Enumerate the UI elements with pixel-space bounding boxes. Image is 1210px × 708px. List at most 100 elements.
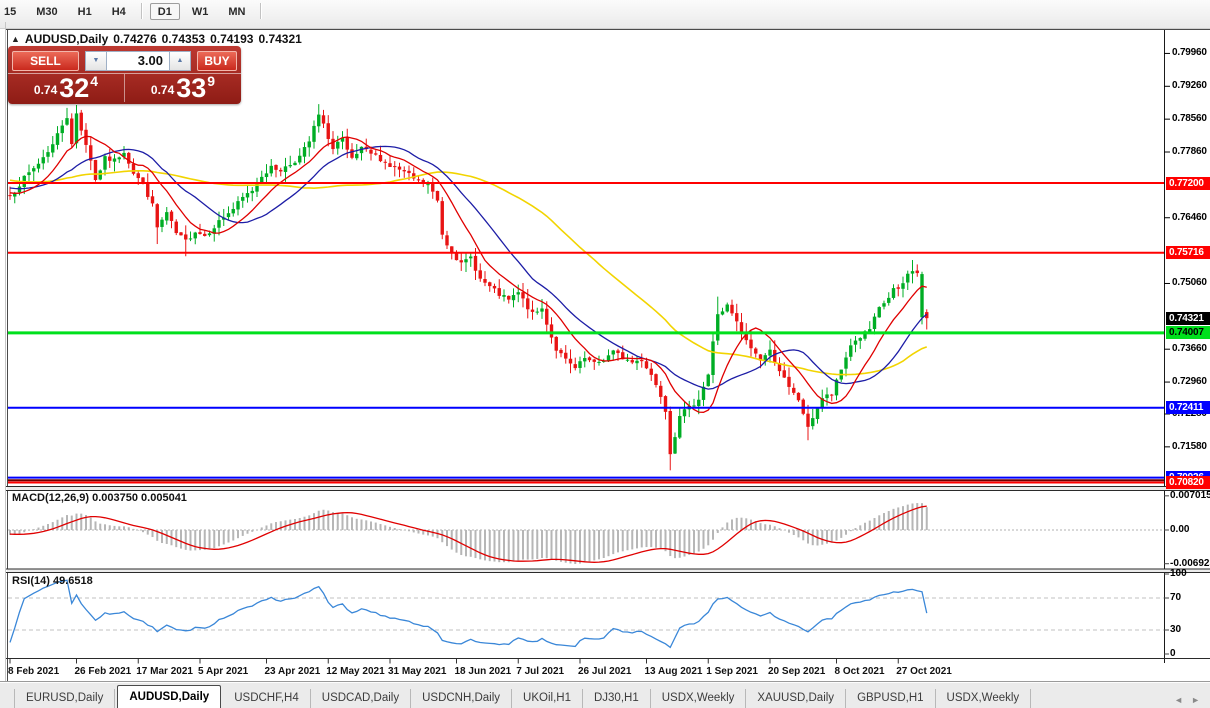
sell-price-superscript: 4 <box>90 73 99 89</box>
macd-axis-label: -0.006923 <box>1170 557 1210 569</box>
buy-price-superscript: 9 <box>207 73 216 89</box>
time-axis-label: 18 Jun 2021 <box>454 666 512 677</box>
tab-eurusd-daily[interactable]: EURUSD,Daily <box>15 689 116 708</box>
price-axis-tick-label: 0.72960 <box>1172 376 1207 388</box>
macd-signal-line <box>9 505 927 563</box>
timeframe-button-d1[interactable]: D1 <box>149 3 180 20</box>
sell-button[interactable]: SELL <box>12 50 79 71</box>
horizontal-level-lines <box>8 182 1164 484</box>
time-axis-label: 27 Oct 2021 <box>896 666 952 677</box>
ohlc-close-value: 0.74321 <box>258 32 302 46</box>
volume-increase-button[interactable]: ▲ <box>169 50 191 71</box>
buy-price-big: 33 <box>176 73 207 103</box>
tab-usdcnh-daily[interactable]: USDCNH,Daily <box>411 689 513 708</box>
time-axis-label: 26 Jul 2021 <box>578 666 632 677</box>
price-axis-badge: 0.77200 <box>1166 176 1210 190</box>
one-click-trading-panel: SELL ▼ ▲ BUY 0.74 32 4 0.74 33 9 <box>8 46 241 104</box>
price-axis-tick-label: 0.79260 <box>1172 80 1207 92</box>
chart-tab-bar: EURUSD,Daily AUDUSD,Daily USDCHF,H4 USDC… <box>0 682 1210 708</box>
rsi-name: RSI(14) <box>12 575 50 587</box>
rsi-axis-label: 0 <box>1170 648 1176 659</box>
chart-ohlc-header: ▲ AUDUSD,Daily 0.74276 0.74353 0.74193 0… <box>11 32 302 46</box>
timeframe-button-mn[interactable]: MN <box>220 3 253 20</box>
timeframe-button-m30[interactable]: M30 <box>28 3 65 20</box>
tab-dj30-h1[interactable]: DJ30,H1 <box>583 689 651 708</box>
time-axis-label: 26 Feb 2021 <box>74 666 132 677</box>
tabs-scroll-left-icon[interactable]: ◄ <box>1174 695 1184 705</box>
macd-name: MACD(12,26,9) <box>12 492 90 504</box>
price-axis-tick-label: 0.71580 <box>1172 440 1207 452</box>
tab-usdx-weekly[interactable]: USDX,Weekly <box>651 689 747 708</box>
rsi-indicator-label: RSI(14) 49.6518 <box>12 575 93 587</box>
rsi-axis-label: 30 <box>1170 624 1182 635</box>
timeframe-toolbar: 15 M30 H1 H4 D1 W1 MN <box>0 0 1210 29</box>
price-axis-tick-label: 0.75060 <box>1172 277 1207 289</box>
tab-scroll-controls: ◄ ► <box>1174 695 1210 708</box>
time-axis-label: 23 Apr 2021 <box>264 666 321 677</box>
price-axis-badge: 0.75716 <box>1166 246 1210 260</box>
price-axis-badge: 0.72411 <box>1166 401 1210 415</box>
time-axis-label: 31 May 2021 <box>388 666 447 677</box>
rsi-line <box>9 579 928 649</box>
rsi-value: 49.6518 <box>52 575 93 587</box>
tabs-scroll-right-icon[interactable]: ► <box>1191 695 1200 705</box>
tab-audusd-daily[interactable]: AUDUSD,Daily <box>117 685 222 708</box>
buy-quote-tile[interactable]: 0.74 33 9 <box>125 73 241 103</box>
tab-usdcad-daily[interactable]: USDCAD,Daily <box>311 689 412 708</box>
price-axis-badge: 0.74321 <box>1166 311 1210 325</box>
time-axis-label: 8 Feb 2021 <box>8 666 60 677</box>
chart-symbol-label: AUDUSD,Daily <box>24 32 109 46</box>
macd-indicator-label: MACD(12,26,9) 0.003750 0.005041 <box>12 492 187 504</box>
macd-histogram <box>9 503 928 564</box>
time-axis-label: 20 Sep 2021 <box>768 666 826 677</box>
volume-input[interactable] <box>107 50 169 71</box>
time-axis-label: 17 Mar 2021 <box>136 666 193 677</box>
price-axis-badge: 0.74007 <box>1166 326 1210 340</box>
price-axis-tick-label: 0.78560 <box>1172 113 1207 125</box>
time-axis-label: 8 Oct 2021 <box>834 666 885 677</box>
time-axis-label: 12 May 2021 <box>326 666 385 677</box>
tab-usdx-weekly-2[interactable]: USDX,Weekly <box>936 689 1032 708</box>
sell-price-prefix: 0.74 <box>33 83 58 97</box>
timeframe-button-h4[interactable]: H4 <box>104 3 134 20</box>
arrow-up-icon: ▲ <box>176 56 184 64</box>
time-axis-ticks <box>9 659 899 664</box>
time-axis-label: 13 Aug 2021 <box>644 666 703 677</box>
moving-average-slow <box>9 170 928 376</box>
collapse-panel-icon[interactable]: ▲ <box>11 34 20 44</box>
ohlc-low-value: 0.74193 <box>210 32 254 46</box>
tab-usdchf-h4[interactable]: USDCHF,H4 <box>223 689 311 708</box>
ohlc-open-value: 0.74276 <box>113 32 157 46</box>
toolbar-separator <box>260 3 263 19</box>
tab-xauusd-daily[interactable]: XAUUSD,Daily <box>746 689 847 708</box>
candlestick-series <box>8 104 929 471</box>
arrow-down-icon: ▼ <box>92 56 100 64</box>
timeframe-button-m15[interactable]: 15 <box>0 3 24 20</box>
toolbar-separator <box>140 3 143 19</box>
timeframe-button-w1[interactable]: W1 <box>184 3 217 20</box>
sell-price-big: 32 <box>59 73 90 103</box>
tab-ukoil-h1[interactable]: UKOil,H1 <box>512 689 583 708</box>
sell-quote-tile[interactable]: 0.74 32 4 <box>8 73 125 103</box>
macd-axis-label: 0.00 <box>1170 524 1190 535</box>
buy-price-prefix: 0.74 <box>150 83 175 97</box>
price-axis-tick-label: 0.76460 <box>1172 211 1207 223</box>
buy-button[interactable]: BUY <box>197 50 237 71</box>
ohlc-high-value: 0.74353 <box>161 32 206 46</box>
price-axis-tick-label: 0.79960 <box>1172 47 1207 59</box>
tab-stub <box>0 689 15 708</box>
moving-average-fast <box>9 135 927 413</box>
price-axis-tick-label: 0.73660 <box>1172 343 1207 355</box>
time-axis-label: 1 Sep 2021 <box>706 666 758 677</box>
tab-gbpusd-h1[interactable]: GBPUSD,H1 <box>846 689 936 708</box>
rsi-axis-label: 100 <box>1170 568 1187 579</box>
volume-decrease-button[interactable]: ▼ <box>85 50 107 71</box>
pane-borders <box>0 22 1210 682</box>
price-axis-badge: 0.70820 <box>1166 476 1210 490</box>
timeframe-button-h1[interactable]: H1 <box>70 3 100 20</box>
time-axis-label: 5 Apr 2021 <box>198 666 249 677</box>
moving-average-medium <box>9 145 928 390</box>
time-axis-label: 7 Jul 2021 <box>516 666 565 677</box>
